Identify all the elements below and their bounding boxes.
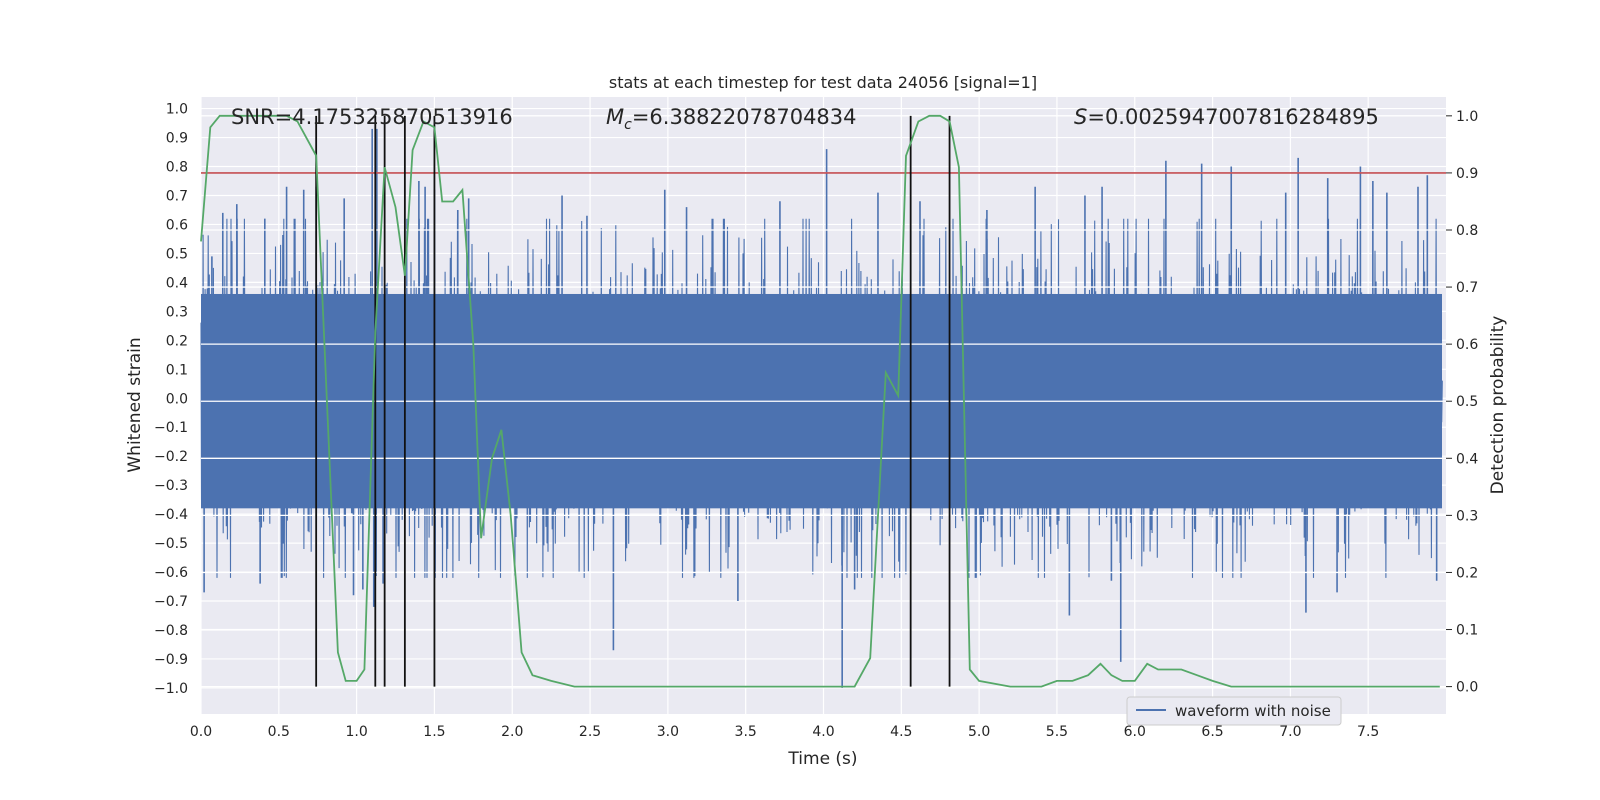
y-tick-label-right: 0.2 (1456, 565, 1478, 581)
chirp-mass-value: =6.38822078704834 (632, 105, 857, 129)
y-tick-label-right: 0.0 (1456, 680, 1478, 696)
left-y-tick-labels: 1.0 0.9 0.8 0.7 0.6 0.5 0.4 0.3 0.2 0.1 0.0 −0.1 −0.… (154, 102, 188, 697)
y-tick-label-left: 0.0 (166, 391, 188, 407)
y-tick-label-right: 0.8 (1456, 223, 1478, 239)
y-tick-label-left: 1.0 (166, 102, 188, 118)
y-tick-label-right: 0.6 (1456, 337, 1478, 353)
x-tick-label: 0.0 (190, 724, 212, 740)
s-symbol: S (1074, 105, 1087, 129)
y-tick-label-left: 0.3 (166, 304, 188, 320)
y-tick-label-left: 0.2 (166, 333, 188, 349)
y-tick-label-left: 0.6 (166, 217, 188, 233)
x-tick-label: 3.5 (735, 724, 757, 740)
x-tick-label: 6.5 (1201, 724, 1223, 740)
vertical-markers (315, 115, 951, 687)
detection-probability-line (200, 114, 1440, 688)
x-tick-label: 1.5 (423, 724, 445, 740)
x-tick-label: 7.0 (1279, 724, 1301, 740)
y-tick-label-left: −0.7 (154, 594, 188, 610)
y-tick-label-left: −0.2 (154, 449, 188, 465)
y-tick-label-left: −0.3 (154, 478, 188, 494)
x-tick-label: 0.5 (268, 724, 290, 740)
chart-title: stats at each timestep for test data 240… (609, 73, 1037, 92)
x-tick-label: 2.0 (501, 724, 523, 740)
x-tick-label: 4.5 (890, 724, 912, 740)
y-axis-label-right: Detection probability (1488, 316, 1508, 495)
x-tick-labels: 0.0 0.5 1.0 1.5 2.0 2.5 3.0 3.5 4.0 4.5 5.0 5.5 6.0 6… (190, 724, 1379, 740)
y-tick-label-right: 0.7 (1456, 280, 1478, 296)
snr-annotation: SNR=4.175325870513916 (231, 105, 513, 129)
x-axis-label: Time (s) (787, 749, 857, 769)
chirp-mass-subscript: c (624, 117, 632, 133)
y-tick-label-left: −1.0 (154, 681, 188, 697)
x-tick-label: 5.5 (1046, 724, 1068, 740)
x-tick-label: 4.0 (812, 724, 834, 740)
x-tick-label: 1.0 (345, 724, 367, 740)
x-tick-label: 3.0 (657, 724, 679, 740)
legend-label: waveform with noise (1175, 702, 1331, 720)
y-tick-label-left: 0.8 (166, 160, 188, 176)
s-value: =0.0025947007816284895 (1087, 105, 1379, 129)
legend-box (1126, 696, 1342, 726)
y-tick-label-left: 0.7 (166, 188, 188, 204)
x-tick-label: 6.0 (1124, 724, 1146, 740)
y-tick-label-left: 0.5 (166, 246, 188, 262)
y-tick-label-left: −0.8 (154, 623, 188, 639)
x-tick-label: 2.5 (579, 724, 601, 740)
s-annotation: S=0.0025947007816284895 (1074, 105, 1379, 129)
y-tick-label-left: 0.1 (166, 362, 188, 378)
y-tick-label-right: 0.1 (1456, 623, 1478, 639)
chirp-mass-annotation: Mc=6.38822078704834 (606, 105, 857, 133)
y-tick-label-left: −0.1 (154, 420, 188, 436)
x-tick-label: 7.5 (1357, 724, 1379, 740)
y-tick-label-left: −0.6 (154, 565, 188, 581)
x-tick-label: 5.0 (968, 724, 990, 740)
y-tick-label-right: 0.3 (1456, 508, 1478, 524)
y-tick-label-left: 0.4 (166, 275, 188, 291)
y-tick-label-right: 0.9 (1456, 166, 1478, 182)
y-axis-label-left: Whitened strain (125, 337, 145, 472)
y-tick-label-left: 0.9 (166, 131, 188, 147)
y-tick-label-left: −0.9 (154, 652, 188, 668)
y-tick-label-left: −0.4 (154, 507, 188, 523)
legend: waveform with noise (1126, 696, 1342, 726)
y-tick-label-left: −0.5 (154, 536, 188, 552)
y-tick-label-right: 0.4 (1456, 451, 1478, 467)
y-tick-label-right: 1.0 (1456, 109, 1478, 125)
right-y-tick-labels: 1.0 0.9 0.8 0.7 0.6 0.5 0.4 0.3 0.2 0.1 0.0 (1446, 109, 1478, 696)
y-tick-label-right: 0.5 (1456, 394, 1478, 410)
chirp-mass-symbol: M (606, 105, 624, 129)
